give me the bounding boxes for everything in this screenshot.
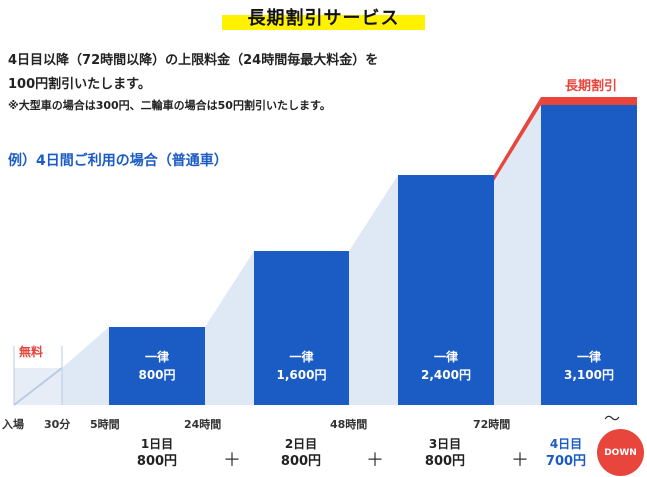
plus-sign-1: ＋ — [223, 450, 241, 471]
bar-day4-label: 一律 3,100円 — [541, 348, 637, 384]
day2-value: 800円 — [280, 454, 322, 469]
tick-5h: 5時間 — [90, 418, 120, 431]
bar-day2 — [254, 251, 349, 405]
bar-day4 — [541, 105, 637, 405]
day4-summary: 4日目 700円 — [536, 436, 596, 472]
free-label: 無料 — [19, 345, 44, 359]
bar-day3-label: 一律 2,400円 — [398, 348, 494, 384]
day3-summary: 3日目 800円 — [415, 436, 475, 472]
discount-wedge — [494, 97, 637, 181]
ramp-day3-to-day4 — [494, 97, 541, 405]
description-note: ※大型車の場合は300円、二輪車の場合は50円割引いたします。 — [8, 99, 331, 112]
description-line-2: 100円割引いたします。 — [8, 77, 151, 92]
bar-day1 — [109, 327, 205, 405]
ramp-free-to-day1 — [62, 327, 109, 405]
bar-day2-price: 1,600円 — [276, 368, 327, 382]
example-label: 例）4日間ご利用の場合（普通車） — [8, 153, 228, 169]
plus-sign-3: ＋ — [511, 450, 529, 471]
tick-72h: 72時間 — [473, 418, 511, 431]
day3-label: 3日目 — [428, 437, 462, 451]
day2-summary: 2日目 800円 — [271, 436, 331, 472]
bar-day4-price: 3,100円 — [564, 368, 614, 382]
free-zone-diagonal — [13, 367, 63, 406]
bar-day3-line1: 一律 — [433, 350, 458, 364]
bar-day2-line1: 一律 — [289, 350, 314, 364]
day4-value: 700円 — [545, 454, 587, 469]
title-highlight — [222, 15, 425, 30]
day1-label: 1日目 — [140, 437, 174, 451]
page-title: 長期割引サービス — [247, 8, 400, 29]
ramp-day2-to-day3 — [349, 175, 398, 405]
bar-day1-price: 800円 — [138, 368, 176, 382]
day1-value: 800円 — [136, 454, 178, 469]
plus-sign-2: ＋ — [366, 450, 384, 471]
bar-day3 — [398, 175, 494, 405]
day3-value: 800円 — [424, 454, 466, 469]
title-block: 長期割引サービス — [222, 4, 425, 31]
description-line-1: 4日目以降（72時間以降）の上限料金（24時間毎最大料金）を — [8, 53, 379, 68]
day1-summary: 1日目 800円 — [127, 436, 187, 472]
day4-label: 4日目 — [549, 437, 583, 451]
tick-continuation: 〜 — [604, 409, 621, 428]
tick-48h: 48時間 — [330, 418, 368, 431]
ramp-day1-to-day2 — [205, 251, 254, 405]
day2-label: 2日目 — [284, 437, 318, 451]
down-badge: DOWN — [597, 429, 644, 476]
bar-day1-label: 一律 800円 — [109, 348, 205, 384]
long-discount-label: 長期割引 — [564, 79, 617, 94]
tick-30min: 30分 — [44, 418, 71, 431]
bar-day4-line1: 一律 — [576, 350, 601, 364]
bar-day2-label: 一律 1,600円 — [254, 348, 349, 384]
tick-entry: 入場 — [2, 418, 24, 431]
bar-day3-price: 2,400円 — [421, 368, 471, 382]
tick-24h: 24時間 — [184, 418, 222, 431]
bar-day1-line1: 一律 — [144, 350, 169, 364]
